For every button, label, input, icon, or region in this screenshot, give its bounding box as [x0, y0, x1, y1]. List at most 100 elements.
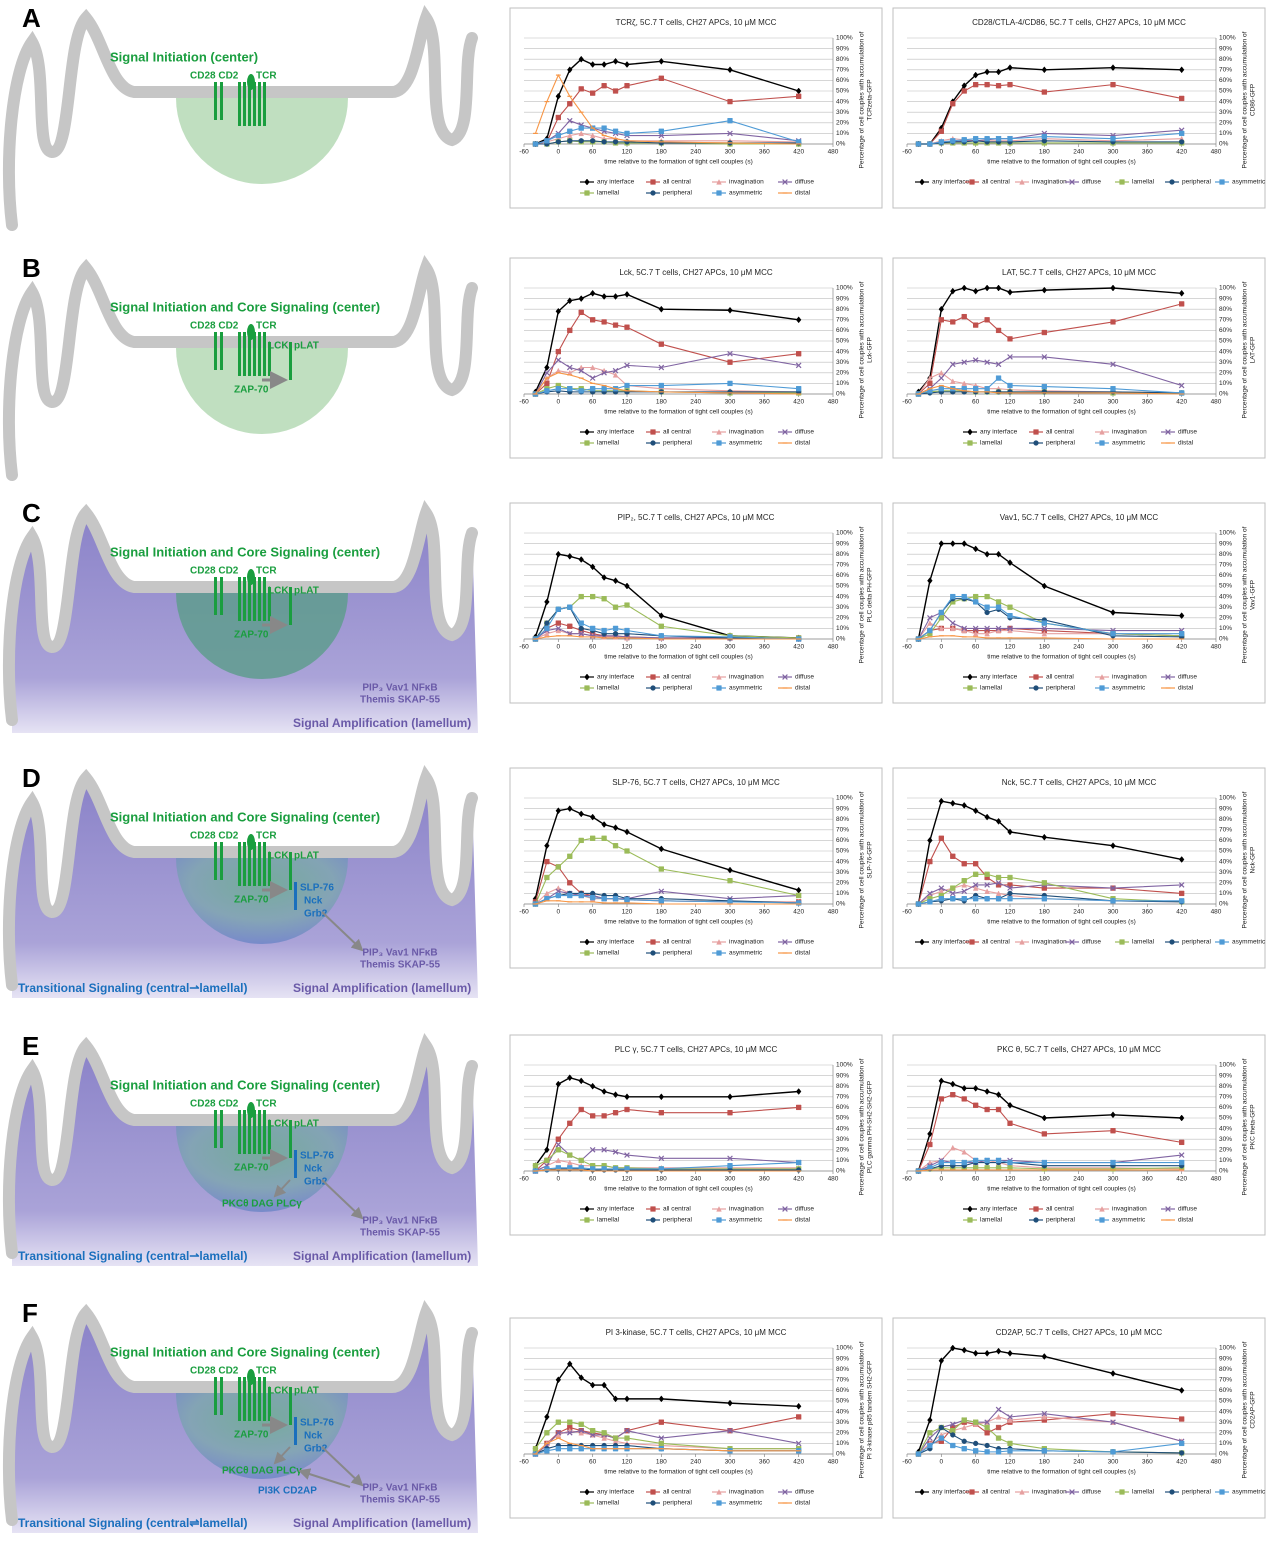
data-point [995, 550, 1002, 558]
data-point [1110, 361, 1116, 368]
legend-label: distal [795, 190, 811, 197]
x-tick-label: 420 [1176, 909, 1187, 916]
legend-label: asymmetric [1232, 939, 1266, 946]
data-point [532, 1446, 539, 1452]
data-point [716, 950, 722, 956]
legend-label: any interface [980, 1206, 1018, 1213]
y-tick-label: 40% [1219, 98, 1232, 105]
data-point [566, 1159, 573, 1166]
chart-title: CD28/CTLA-4/CD86, 5C.7 T cells, CH27 APC… [972, 18, 1186, 27]
data-point [1165, 1206, 1171, 1212]
data-point [658, 898, 664, 904]
data-point [555, 550, 562, 558]
y-tick-label: 20% [836, 120, 849, 127]
x-tick-label: 300 [725, 644, 736, 651]
legend-label: diffuse [795, 939, 814, 946]
y-tick-label: 30% [1219, 109, 1232, 116]
y-tick-label: 0% [836, 141, 846, 148]
data-point [938, 369, 945, 376]
data-point [1007, 64, 1013, 72]
receptor-icon [220, 842, 223, 880]
receptor-icon [243, 1110, 246, 1154]
data-point [973, 1440, 979, 1447]
data-point [1169, 179, 1175, 185]
x-tick-label: 420 [1176, 1176, 1187, 1183]
x-tick-label: 180 [1039, 399, 1050, 406]
data-point [949, 1421, 956, 1428]
data-point [555, 348, 561, 355]
arrow [273, 1446, 291, 1465]
x-tick-label: -60 [902, 399, 912, 406]
y-tick-label: 30% [1219, 1136, 1232, 1143]
data-point [995, 1106, 1002, 1113]
x-tick-label: -60 [519, 399, 529, 406]
diagram-label: ZAP-70 [234, 895, 269, 906]
legend-label: diffuse [1082, 179, 1101, 186]
legend-label: any interface [980, 429, 1018, 436]
legend-label: peripheral [1182, 939, 1211, 946]
y-axis-label: Percentage of cell couples with accumula… [859, 526, 866, 663]
data-point [950, 896, 956, 902]
legend-label: distal [795, 1217, 811, 1224]
data-point [984, 813, 990, 821]
y-tick-label: 90% [1219, 1072, 1232, 1079]
data-point [1041, 625, 1048, 632]
receptor-icon [238, 1377, 241, 1421]
chart-title: Vav1, 5C.7 T cells, CH27 APCs, 10 μM MCC [1000, 513, 1159, 522]
diagram-label: PIP₂ Vav1 NFκB [362, 1483, 437, 1494]
receptor-icon [253, 842, 256, 886]
x-tick-label: 0 [557, 399, 561, 406]
data-point [555, 1446, 561, 1452]
data-point [727, 878, 733, 884]
y-tick-label: 100% [1219, 1062, 1236, 1069]
y-tick-label: 80% [1219, 306, 1232, 313]
data-point [584, 673, 590, 681]
data-point [972, 357, 979, 363]
receptor-icon [243, 577, 246, 621]
receptor-icon [220, 332, 223, 370]
chart-title: PIP₂, 5C.7 T cells, CH27 APCs, 10 μM MCC [618, 513, 775, 522]
data-point [1041, 1448, 1047, 1454]
data-point [995, 604, 1002, 610]
diagram-label: PIP₃ Vav1 NFκB [362, 1216, 437, 1227]
y-tick-label: 70% [1219, 1094, 1232, 1101]
data-point [995, 1435, 1002, 1441]
data-point [1179, 1440, 1185, 1447]
diagram-label: LCK [268, 341, 289, 352]
data-point [973, 322, 979, 328]
data-point [927, 899, 933, 905]
data-point [984, 1088, 990, 1095]
receptor-icon [248, 1377, 251, 1421]
legend-label: peripheral [663, 685, 692, 692]
x-tick-label: -60 [902, 149, 912, 156]
legend-label: asymmetric [1112, 440, 1146, 447]
data-point [973, 386, 979, 392]
y-tick-label: 70% [1219, 827, 1232, 834]
legend-label: any interface [597, 939, 635, 946]
data-point [658, 1110, 664, 1116]
data-point [590, 386, 596, 392]
data-point [782, 179, 788, 185]
data-point [566, 1429, 573, 1436]
data-point [973, 593, 979, 600]
legend-label: invagination [1112, 1206, 1147, 1213]
legend-label: invagination [729, 179, 764, 186]
y-axis-label: Percentage of cell couples with accumula… [1242, 1341, 1249, 1478]
data-point [658, 633, 664, 639]
data-point [1165, 429, 1171, 435]
receptor-icon [238, 577, 241, 621]
data-point [967, 440, 973, 446]
data-point [716, 179, 722, 185]
y-tick-label: 40% [836, 98, 849, 105]
y-tick-label: 70% [836, 67, 849, 74]
arrow [321, 1179, 364, 1220]
data-point [961, 802, 967, 809]
x-tick-label: 300 [1108, 1176, 1119, 1183]
x-tick-label: 420 [1176, 1459, 1187, 1466]
y-tick-label: 0% [836, 1168, 846, 1175]
y-axis-label: Percentage of cell couples with accumula… [859, 281, 866, 418]
data-point [927, 380, 933, 387]
x-tick-label: 300 [1108, 399, 1119, 406]
data-point [961, 313, 967, 320]
data-point [555, 1376, 562, 1384]
